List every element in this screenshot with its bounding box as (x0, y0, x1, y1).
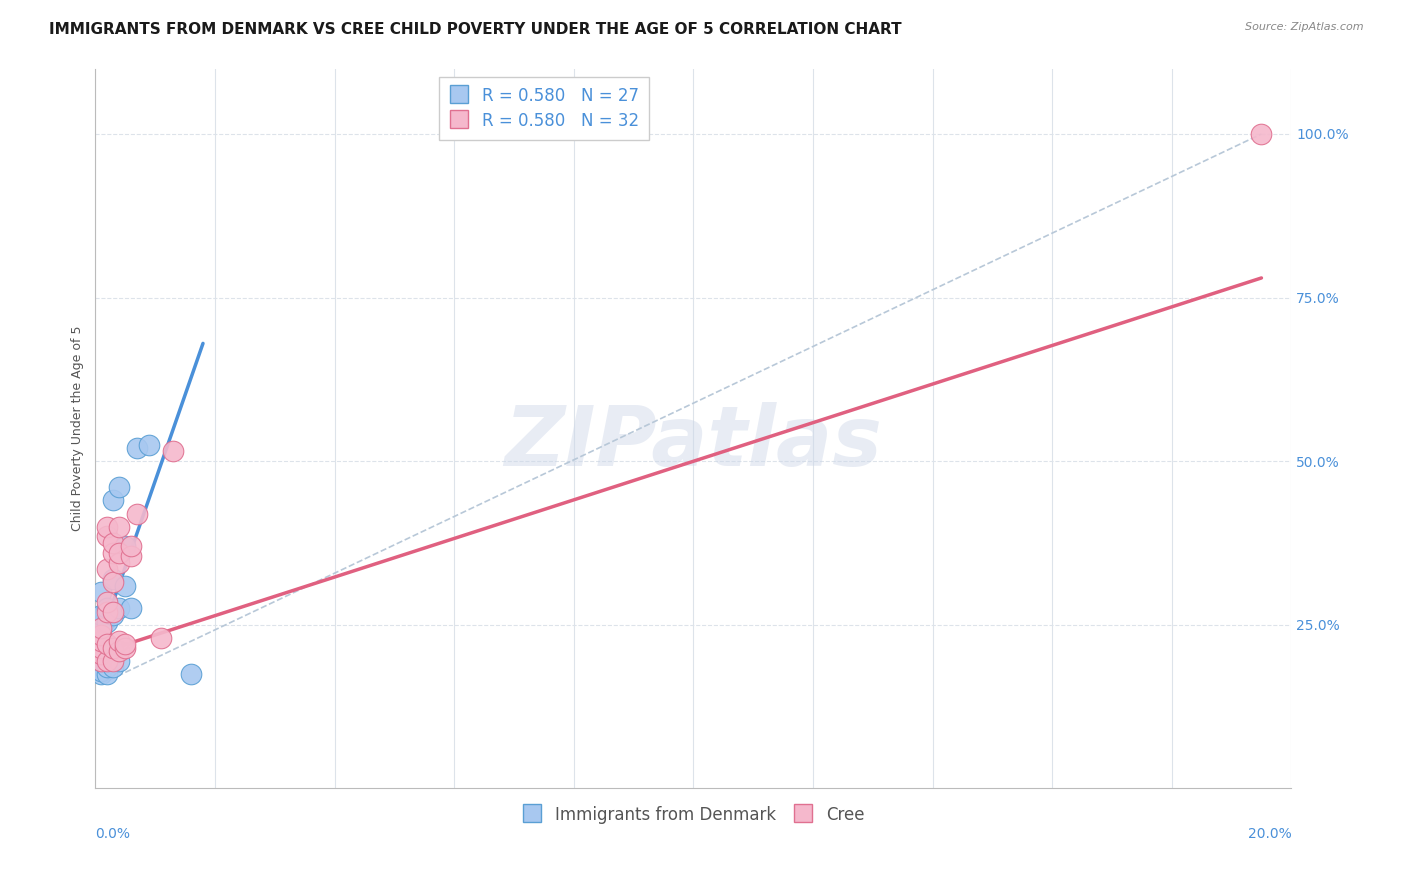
Point (103, 607, 125, 622)
Point (96, 654, 118, 668)
Point (103, 546, 125, 560)
Point (96, 660, 118, 674)
Point (114, 640, 136, 655)
Point (90, 654, 112, 668)
Point (93, 615, 115, 629)
Point (120, 549, 142, 563)
Point (180, 666, 202, 681)
Point (90, 637, 112, 651)
Point (138, 438, 160, 452)
Point (103, 572, 125, 586)
Point (90, 654, 112, 668)
Text: ZIPatlas: ZIPatlas (505, 402, 883, 483)
Point (108, 556, 131, 570)
Point (96, 519, 118, 533)
Point (114, 637, 136, 651)
Point (90, 664, 112, 678)
Text: Source: ZipAtlas.com: Source: ZipAtlas.com (1246, 22, 1364, 32)
Point (103, 660, 125, 674)
Point (108, 480, 131, 494)
Point (90, 621, 112, 635)
Point (108, 601, 131, 615)
Point (150, 631, 173, 645)
Point (127, 441, 149, 455)
Point (90, 624, 112, 639)
Point (96, 666, 118, 681)
Point (114, 539, 136, 553)
Point (162, 444, 184, 458)
Text: IMMIGRANTS FROM DENMARK VS CREE CHILD POVERTY UNDER THE AGE OF 5 CORRELATION CHA: IMMIGRANTS FROM DENMARK VS CREE CHILD PO… (49, 22, 901, 37)
Text: 20.0%: 20.0% (1247, 827, 1291, 841)
Point (96, 637, 118, 651)
Text: 0.0%: 0.0% (96, 827, 131, 841)
Point (90, 634, 112, 648)
Point (108, 644, 131, 658)
Point (90, 666, 112, 681)
Point (103, 654, 125, 668)
Point (108, 519, 131, 533)
Point (114, 578, 136, 592)
Point (108, 546, 131, 560)
Point (103, 575, 125, 590)
Point (96, 615, 118, 629)
Point (96, 605, 118, 619)
Point (103, 605, 125, 619)
Point (96, 644, 118, 658)
Point (96, 601, 118, 615)
Point (120, 601, 142, 615)
Point (90, 647, 112, 661)
Point (90, 640, 112, 655)
Point (1250, 127, 1272, 141)
Point (96, 529, 118, 543)
Point (103, 640, 125, 655)
Point (127, 507, 149, 521)
Point (90, 607, 112, 622)
Point (120, 539, 142, 553)
Point (103, 644, 125, 658)
Point (90, 585, 112, 599)
Legend: Immigrants from Denmark, Cree: Immigrants from Denmark, Cree (515, 799, 872, 830)
Point (103, 493, 125, 508)
Point (96, 595, 118, 609)
Y-axis label: Child Poverty Under the Age of 5: Child Poverty Under the Age of 5 (72, 326, 84, 532)
Point (103, 536, 125, 550)
Point (90, 627, 112, 641)
Point (108, 634, 131, 648)
Point (108, 654, 131, 668)
Point (96, 562, 118, 576)
